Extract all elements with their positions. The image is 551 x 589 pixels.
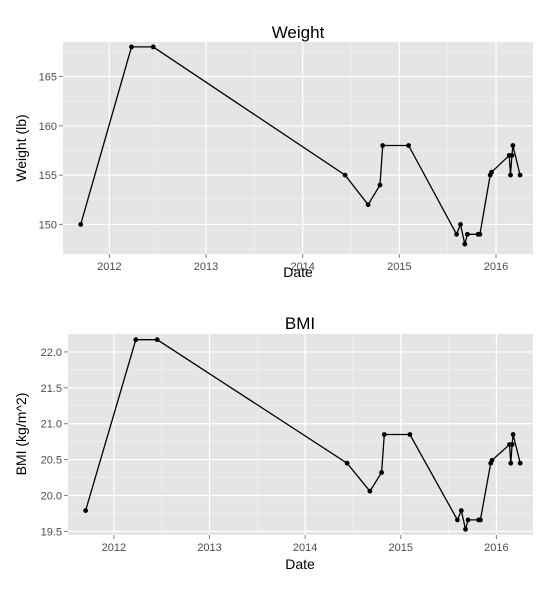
weight-data-point	[477, 231, 483, 237]
bmi-data-point	[463, 526, 468, 532]
bmi-data-point	[517, 460, 523, 466]
weight-x-axis-title: Date	[283, 264, 313, 280]
bmi-data-point	[344, 460, 350, 466]
y-tick-label: 155	[39, 170, 57, 182]
x-tick-label: 2012	[97, 261, 121, 273]
weight-data-point	[465, 231, 470, 237]
bmi-data-point	[367, 488, 373, 494]
weight-data-point	[380, 143, 386, 148]
bmi-data-point	[509, 442, 515, 447]
weight-data-point	[508, 172, 513, 178]
x-tick-label: 2015	[387, 261, 411, 273]
y-tick-label: 165	[39, 72, 57, 84]
weight-data-point	[150, 44, 156, 50]
y-tick-label: 20.0	[41, 491, 62, 503]
bmi-data-point	[455, 517, 460, 523]
bmi-x-axis-title: Date	[285, 556, 315, 572]
weight-data-point	[454, 231, 459, 237]
weight-data-point	[489, 169, 494, 175]
bmi-data-point	[154, 337, 160, 343]
bmi-data-point	[510, 432, 516, 437]
bmi-data-point	[133, 337, 139, 343]
x-tick-label: 2016	[484, 542, 508, 554]
bmi-data-point	[83, 508, 88, 513]
weight-data-point	[462, 241, 468, 247]
weight-data-point	[458, 222, 463, 227]
bmi-chart: 19.5 20.0 20.5 21.0 21.5 22.0 2012 2013 2014 2015…	[13, 314, 533, 572]
bmi-data-point	[489, 457, 495, 463]
weight-plot-panel	[63, 42, 533, 254]
bmi-chart-title: BMI	[285, 314, 315, 333]
x-tick-label: 2014	[290, 261, 314, 273]
y-tick-label: 20.5	[41, 455, 62, 467]
bmi-data-point	[381, 432, 387, 437]
weight-data-point	[365, 202, 371, 208]
weight-data-point	[406, 143, 411, 148]
weight-data-point	[517, 172, 523, 178]
x-tick-label: 2016	[484, 261, 508, 273]
x-tick-label: 2014	[293, 542, 317, 554]
weight-data-point	[377, 182, 383, 188]
y-tick-label: 160	[39, 121, 57, 133]
x-tick-label: 2012	[102, 542, 126, 554]
bmi-data-point	[458, 508, 464, 513]
x-tick-label: 2013	[197, 542, 221, 554]
bmi-y-axis-title: BMI (kg/m^2)	[13, 393, 29, 476]
x-tick-label: 2015	[389, 542, 413, 554]
y-tick-label: 21.0	[41, 419, 62, 431]
bmi-data-point	[379, 470, 384, 475]
weight-data-point	[342, 172, 348, 178]
y-tick-label: 19.5	[41, 526, 62, 538]
bmi-data-point	[407, 432, 413, 437]
y-tick-label: 150	[39, 219, 57, 231]
x-tick-label: 2013	[194, 261, 218, 273]
weight-data-point	[78, 222, 84, 227]
weight-chart-title: Weight	[272, 23, 325, 42]
weight-data-point	[129, 44, 134, 50]
weight-data-point	[509, 153, 515, 158]
weight-y-axis-title: Weight (lb)	[13, 114, 29, 181]
bmi-plot-panel	[68, 334, 533, 535]
weight-chart: 150 155 160 165 2012 2013 2014 2015 2016 Weight …	[13, 23, 533, 280]
bmi-data-point	[465, 517, 471, 523]
y-tick-label: 21.5	[41, 383, 62, 395]
weight-data-point	[510, 143, 516, 148]
bmi-data-point	[508, 460, 514, 466]
y-tick-label: 22.0	[41, 347, 62, 359]
bmi-data-point	[478, 517, 483, 523]
